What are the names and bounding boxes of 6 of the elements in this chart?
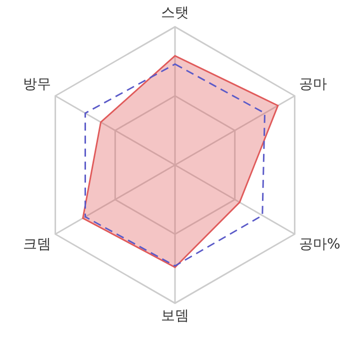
spoke-label: 보뎀 xyxy=(161,308,189,324)
spoke-label: 방무 xyxy=(22,76,51,93)
spoke-label: 공마% xyxy=(299,236,340,253)
spoke-label: 크뎀 xyxy=(22,236,51,253)
spoke-label: 공마 xyxy=(299,76,328,93)
spoke-label: 스탯 xyxy=(161,5,189,22)
